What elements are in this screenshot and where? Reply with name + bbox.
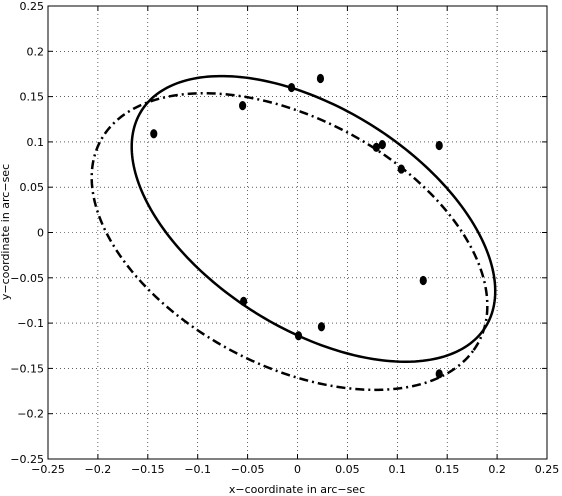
y-tick-label: −0.15 (10, 362, 44, 375)
data-point (397, 164, 405, 174)
plot-frame (47, 5, 548, 460)
x-axis-ticks: −0.25 −0.2 −0.15 −0.1 −0.05 0 0.05 0.1 0.15 0.2 0.… (31, 6, 559, 476)
x-tick-label: 0 (294, 463, 301, 476)
data-point (239, 101, 247, 111)
y-tick-label: −0.1 (17, 317, 44, 330)
solid-ellipse-curve (130, 74, 497, 363)
x-tick-label: 0.1 (389, 463, 407, 476)
data-point (287, 82, 296, 93)
x-tick-label: −0.15 (131, 463, 165, 476)
x-tick-label: 0.2 (488, 463, 506, 476)
y-tick-label: 0.05 (20, 181, 45, 194)
x-tick-label: 0.15 (435, 463, 460, 476)
x-tick-label: −0.2 (85, 463, 112, 476)
fit-ellipses (90, 74, 497, 392)
data-point (317, 322, 326, 332)
data-point (150, 129, 158, 139)
data-point (294, 331, 303, 341)
x-tick-label: −0.05 (231, 463, 265, 476)
data-point (240, 296, 248, 306)
y-tick-label: 0.1 (27, 136, 45, 149)
data-point (419, 275, 427, 286)
data-points (150, 73, 443, 379)
y-tick-label: 0.25 (20, 0, 45, 13)
y-tick-label: 0.15 (20, 91, 45, 104)
x-axis-label: x−coordinate in arc−sec (229, 483, 365, 496)
data-point (372, 142, 380, 152)
y-tick-label: −0.2 (17, 408, 44, 421)
x-tick-label: −0.1 (184, 463, 211, 476)
data-point (435, 140, 443, 151)
y-axis-ticks: −0.25 −0.2 −0.15 −0.1 −0.05 0 0.05 0.1 0.15 0.2 0.… (10, 0, 547, 466)
data-point (378, 140, 386, 150)
y-tick-label: 0 (37, 227, 44, 240)
x-tick-label: 0.25 (535, 463, 560, 476)
y-tick-label: −0.25 (10, 453, 44, 466)
dashdot-ellipse-curve (90, 91, 489, 392)
y-axis-label: y−coordinate in arc−sec (0, 164, 12, 300)
y-tick-label: 0.2 (27, 45, 45, 58)
x-tick-label: 0.05 (335, 463, 360, 476)
data-point (316, 73, 325, 84)
x-tick-label: −0.25 (31, 463, 65, 476)
data-point (435, 369, 443, 379)
plot-background (48, 6, 547, 459)
y-tick-label: −0.05 (10, 272, 44, 285)
